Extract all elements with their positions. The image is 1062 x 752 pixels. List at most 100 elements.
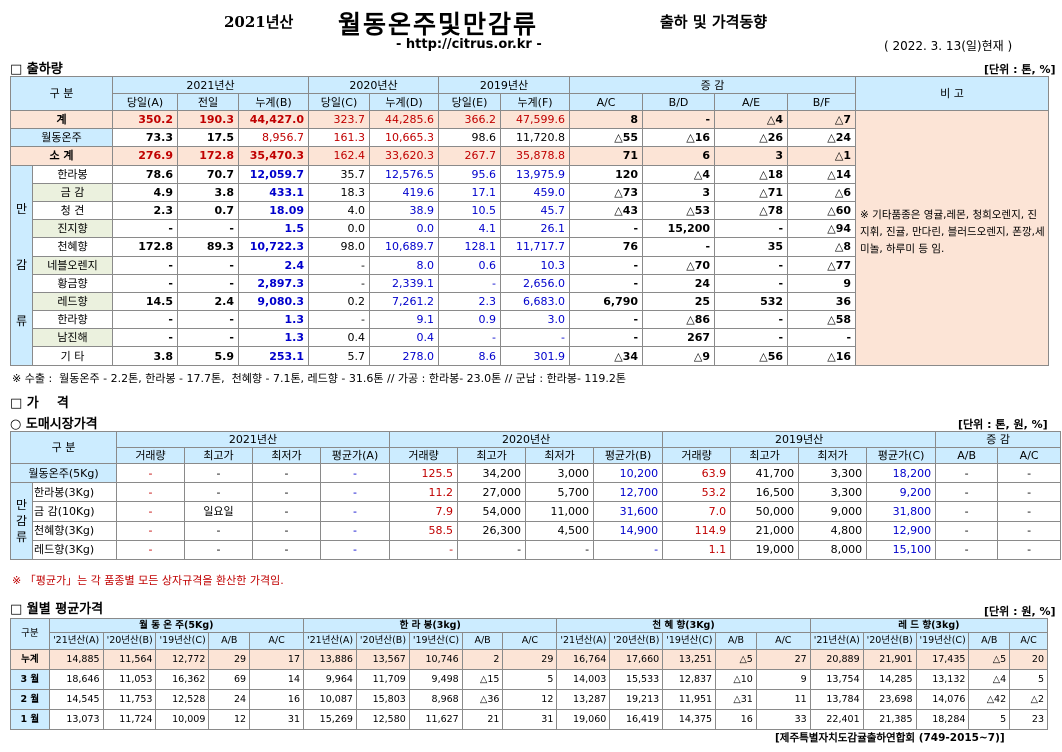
monthly-cell: △15 bbox=[461, 669, 504, 690]
shipment-column-header: 전일 bbox=[177, 93, 239, 111]
monthly-cell: 17,435 bbox=[915, 649, 970, 670]
site-url[interactable]: - http://citrus.or.kr - bbox=[396, 37, 542, 52]
price-cell: 7.0 bbox=[662, 501, 732, 522]
price-cell: 50,000 bbox=[730, 501, 800, 522]
shipment-cell: △8 bbox=[787, 237, 857, 257]
shipment-unit: [단위 : 톤, %] bbox=[984, 63, 1056, 76]
shipment-row: 계 350.2 190.3 44,427.0 323.7 44,285.6 366.2 47,… bbox=[10, 109, 1050, 366]
row-label: 레드향 bbox=[32, 291, 113, 312]
price-cell: 3,300 bbox=[798, 462, 868, 484]
price-column-header: 평균가(B) bbox=[593, 447, 664, 464]
shipment-cell: 8.6 bbox=[438, 346, 502, 366]
shipment-cell: - bbox=[714, 273, 789, 293]
monthly-group-header: 한 라 봉(3kg) bbox=[303, 618, 558, 633]
shipment-cell: 276.9 bbox=[112, 146, 178, 166]
shipment-column-header: 누계(D) bbox=[368, 93, 440, 111]
monthly-column-header: A/C bbox=[502, 632, 558, 650]
price-cell: - bbox=[319, 539, 391, 560]
monthly-column-header: '19년산(C) bbox=[915, 632, 970, 650]
shipment-cell: 12,059.7 bbox=[238, 164, 309, 184]
monthly-cell: 22,401 bbox=[809, 709, 864, 730]
price-column-header: 최저가 bbox=[798, 447, 868, 464]
monthly-column-header: '19년산(C) bbox=[155, 632, 210, 650]
shipment-cell: - bbox=[569, 328, 644, 348]
row-label: 남진해 bbox=[32, 328, 113, 348]
price-cell: 3,000 bbox=[525, 462, 595, 484]
shipment-cell: 11,717.7 bbox=[500, 237, 571, 257]
monthly-cell: 33 bbox=[755, 709, 811, 730]
shipment-cell: 1.3 bbox=[238, 328, 309, 348]
shipment-cell: 10,665.3 bbox=[368, 128, 440, 148]
row-label: 누계 bbox=[10, 649, 50, 670]
shipment-cell: - bbox=[569, 219, 644, 239]
price-cell: - bbox=[935, 520, 999, 541]
price-header-gubun: 구 분 bbox=[10, 431, 117, 464]
monthly-column-header: '21년산(A) bbox=[556, 632, 611, 650]
price-cell: - bbox=[184, 462, 253, 484]
shipment-cell: 433.1 bbox=[238, 182, 309, 202]
shipment-cell: △16 bbox=[642, 128, 716, 148]
price-cell: - bbox=[319, 501, 391, 522]
shipment-cell: - bbox=[177, 328, 239, 348]
shipment-cell: - bbox=[308, 273, 370, 293]
price-cell: 114.9 bbox=[662, 520, 732, 541]
monthly-cell: 19,060 bbox=[556, 709, 611, 730]
monthly-cell: 12,580 bbox=[355, 709, 410, 730]
monthly-cell: 10,009 bbox=[155, 709, 210, 730]
shipment-cell: - bbox=[787, 328, 857, 348]
shipment-cell: 253.1 bbox=[238, 346, 309, 366]
shipment-cell: 9,080.3 bbox=[238, 291, 309, 312]
shipment-cell: 10,689.7 bbox=[368, 237, 440, 257]
row-label: 기 타 bbox=[32, 346, 113, 366]
price-cell: - bbox=[252, 539, 321, 560]
monthly-cell: 13,073 bbox=[48, 709, 104, 730]
monthly-cell: 11,709 bbox=[355, 669, 410, 690]
monthly-column-header: '19년산(C) bbox=[662, 632, 717, 650]
shipment-cell: 95.6 bbox=[438, 164, 502, 184]
shipment-row: 금 감 4.9 3.8 433.1 18.3 419.6 17.1 459.0 △73 3 △71 △… bbox=[11, 182, 1049, 202]
shipment-cell: - bbox=[308, 310, 370, 330]
shipment-cell: 11,720.8 bbox=[500, 128, 571, 148]
monthly-cell: 69 bbox=[208, 669, 251, 690]
monthly-cell: 16,419 bbox=[609, 709, 664, 730]
monthly-column-header: '20년산(B) bbox=[355, 632, 410, 650]
shipment-cell: △1 bbox=[787, 146, 857, 166]
price-cell: - bbox=[252, 520, 321, 541]
monthly-cell: 16,362 bbox=[155, 669, 210, 690]
shipment-cell: 8,956.7 bbox=[238, 128, 309, 148]
price-cell: 34,200 bbox=[457, 462, 527, 484]
shipment-cell: - bbox=[569, 255, 644, 275]
shipment-section-title: □ 출하량 bbox=[10, 62, 63, 77]
shipment-cell: 3 bbox=[714, 146, 789, 166]
price-row: 월동온주(5Kg) - - - -125.5 34,200 3,000 10,200 63.9 4… bbox=[10, 462, 1062, 484]
price-row: 만 감 류 한라봉(3Kg) - - - -11.2 27,000 5,700 12,700 53.2… bbox=[10, 482, 1062, 560]
monthly-row: 2 월 14,545 11,753 12,528 24 16 10,087 15,803 8,9… bbox=[10, 689, 1048, 710]
monthly-column-header: A/B bbox=[968, 632, 1011, 650]
shipment-cell: △4 bbox=[642, 164, 716, 184]
shipment-cell: △71 bbox=[714, 182, 789, 202]
shipment-cell: 45.7 bbox=[500, 200, 571, 221]
price-cell: 19,000 bbox=[730, 539, 800, 560]
shipment-cell: 172.8 bbox=[177, 146, 239, 166]
monthly-column-header: '20년산(B) bbox=[102, 632, 157, 650]
monthly-cell: 14,285 bbox=[862, 669, 917, 690]
shipment-cell: △16 bbox=[787, 346, 857, 366]
monthly-cell: 31 bbox=[249, 709, 305, 730]
row-label: 소 계 bbox=[10, 146, 113, 166]
shipment-cell: 0.7 bbox=[177, 200, 239, 221]
price-cell: 9,000 bbox=[798, 501, 868, 522]
price-cell: - bbox=[593, 539, 664, 560]
shipment-column-header: A/E bbox=[714, 93, 789, 111]
shipment-cell: 161.3 bbox=[308, 128, 370, 148]
price-cell: - bbox=[184, 482, 253, 503]
monthly-cell: 31 bbox=[502, 709, 558, 730]
shipment-cell: △18 bbox=[714, 164, 789, 184]
price-row: 금 감(10Kg) - 일요일 - -7.9 54,000 11,000 31,600 7.0 5… bbox=[11, 501, 1062, 522]
shipment-cell: - bbox=[112, 273, 178, 293]
price-cell: 53.2 bbox=[662, 482, 732, 503]
shipment-cell: 98.6 bbox=[438, 128, 502, 148]
shipment-cell: △78 bbox=[714, 200, 789, 221]
monthly-cell: △36 bbox=[461, 689, 504, 710]
monthly-cell: 12,772 bbox=[155, 649, 210, 670]
monthly-column-header: '21년산(A) bbox=[303, 632, 357, 650]
